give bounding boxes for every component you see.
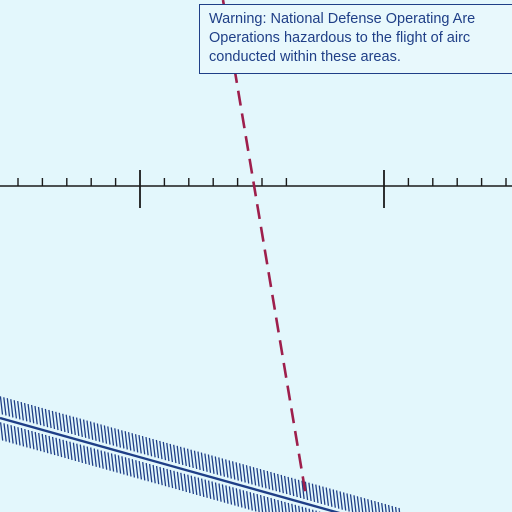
warning-notice-line-3: conducted within these areas. [209, 49, 401, 65]
defense-area-boundary-line [221, 0, 308, 497]
defense-area-warning-notice: Warning: National Defense Operating Are … [199, 4, 512, 74]
airway-hatch-band [0, 396, 401, 512]
warning-notice-line-1: Warning: National Defense Operating Are [209, 11, 476, 27]
warning-notice-line-2: Operations hazardous to the flight of ai… [209, 30, 471, 46]
airway-centerline [0, 416, 341, 512]
scale-bar [0, 170, 512, 208]
